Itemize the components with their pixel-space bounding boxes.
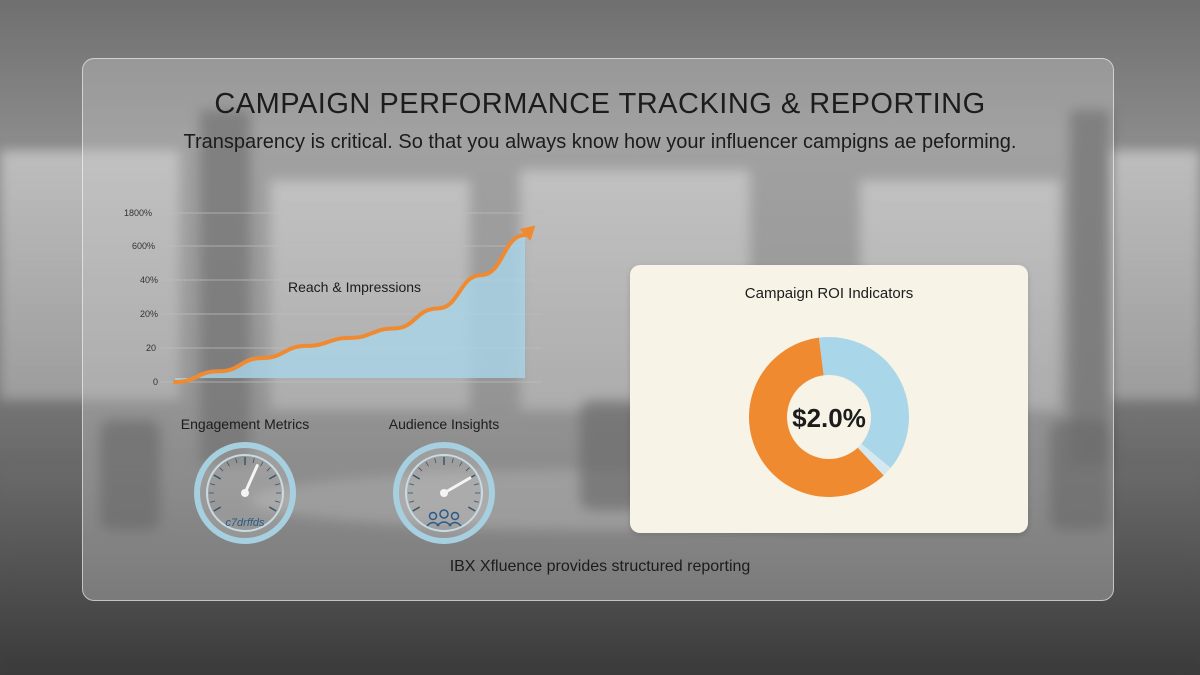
gauge-tick (219, 467, 224, 472)
gauge-tick (268, 506, 277, 512)
roi-center-value: $2.0% (792, 403, 866, 433)
gauge-needle (243, 464, 259, 495)
background-chair (100, 420, 160, 530)
gauge-tick (235, 458, 238, 464)
gauge-tick (412, 474, 421, 480)
y-tick-label: 0 (153, 377, 158, 387)
gauge-tick (459, 461, 463, 467)
y-ticks: 1800% 600% 40% 20% 20 0 (124, 208, 158, 387)
gauge-needle (442, 476, 472, 495)
arrow-head-icon (519, 225, 536, 241)
engagement-gauge-block: Engagement Metrics c7drffds (170, 416, 320, 548)
gauge-tick (260, 461, 264, 467)
gauge-tick (226, 461, 230, 467)
gauge-tick (213, 474, 222, 480)
gauge-tick (266, 467, 271, 472)
slide-subtitle: Transparency is critical. So that you al… (183, 131, 1017, 153)
audience-gauge-block: Audience Insights (369, 416, 519, 548)
roi-card: Campaign ROI Indicators $2.0% (630, 265, 1028, 533)
background-chair (1050, 420, 1110, 530)
reach-area (175, 235, 525, 382)
engagement-gauge-title: Engagement Metrics (180, 416, 310, 432)
gauge-tick (274, 500, 280, 503)
engagement-gauge: c7drffds (194, 442, 296, 544)
audience-gauge (393, 442, 495, 544)
y-tick-label: 1800% (124, 208, 152, 218)
gauge-tick (418, 467, 423, 472)
roi-donut: $2.0% (749, 337, 909, 497)
people-group-icon (426, 509, 462, 527)
gauge-tick (465, 467, 470, 472)
y-tick-label: 20 (146, 343, 156, 353)
gauge-tick (409, 483, 415, 486)
gauge-tick (473, 483, 479, 486)
gauge-inner-ring (206, 454, 284, 532)
background-pillar (200, 110, 250, 470)
y-tick-label: 40% (140, 275, 158, 285)
gauge-tick (210, 483, 216, 486)
engagement-gauge-caption: c7drffds (225, 517, 265, 529)
gauge-tick (274, 483, 280, 486)
gauge-tick (210, 500, 216, 503)
gauge-inner-ring (405, 454, 483, 532)
gauge-tick (252, 458, 255, 464)
gauge-tick (473, 500, 479, 503)
y-tick-label: 600% (132, 241, 155, 251)
reach-chart-label: Reach & Impressions (288, 279, 421, 295)
reach-chart: 1800% 600% 40% 20% 20 0 Reach & Impressi… (124, 208, 542, 387)
slide-title: CAMPAIGN PERFORMANCE TRACKING & REPORTIN… (214, 88, 986, 120)
audience-gauge-title: Audience Insights (388, 416, 500, 432)
gauge-tick (409, 500, 415, 503)
gauge-tick (213, 506, 222, 512)
y-tick-label: 20% (140, 309, 158, 319)
roi-title: Campaign ROI Indicators (744, 285, 914, 302)
gauge-ticks (209, 457, 281, 512)
gauge-hub (241, 489, 249, 497)
gauge-tick (268, 474, 277, 480)
slide-footer: IBX Xfluence provides structured reporti… (449, 558, 751, 575)
background-window (0, 150, 180, 400)
background-pillar (1070, 110, 1110, 470)
gauge-tick (467, 506, 476, 512)
donut-hole (787, 375, 871, 459)
gauge-tick (412, 506, 421, 512)
gauge-tick (434, 458, 437, 464)
gauge-tick (425, 461, 429, 467)
gauge-hub (440, 489, 448, 497)
reach-line (173, 233, 527, 384)
gauge-tick (451, 458, 454, 464)
background-window (1110, 150, 1200, 400)
